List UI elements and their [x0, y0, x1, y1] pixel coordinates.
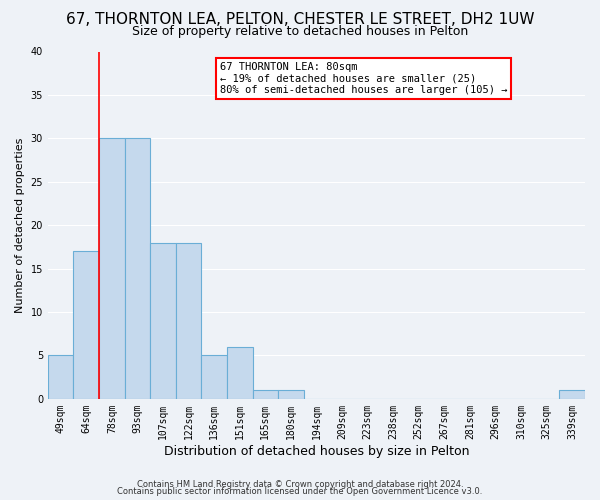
Bar — [73, 251, 99, 399]
Bar — [48, 356, 73, 399]
Bar — [278, 390, 304, 399]
Bar — [253, 390, 278, 399]
Text: 67 THORNTON LEA: 80sqm
← 19% of detached houses are smaller (25)
80% of semi-det: 67 THORNTON LEA: 80sqm ← 19% of detached… — [220, 62, 507, 95]
X-axis label: Distribution of detached houses by size in Pelton: Distribution of detached houses by size … — [164, 444, 469, 458]
Text: Contains HM Land Registry data © Crown copyright and database right 2024.: Contains HM Land Registry data © Crown c… — [137, 480, 463, 489]
Bar — [227, 346, 253, 399]
Text: Contains public sector information licensed under the Open Government Licence v3: Contains public sector information licen… — [118, 487, 482, 496]
Y-axis label: Number of detached properties: Number of detached properties — [15, 138, 25, 313]
Bar — [150, 242, 176, 399]
Text: 67, THORNTON LEA, PELTON, CHESTER LE STREET, DH2 1UW: 67, THORNTON LEA, PELTON, CHESTER LE STR… — [66, 12, 534, 28]
Text: Size of property relative to detached houses in Pelton: Size of property relative to detached ho… — [132, 25, 468, 38]
Bar — [559, 390, 585, 399]
Bar — [125, 138, 150, 399]
Bar — [176, 242, 202, 399]
Bar — [99, 138, 125, 399]
Bar — [202, 356, 227, 399]
